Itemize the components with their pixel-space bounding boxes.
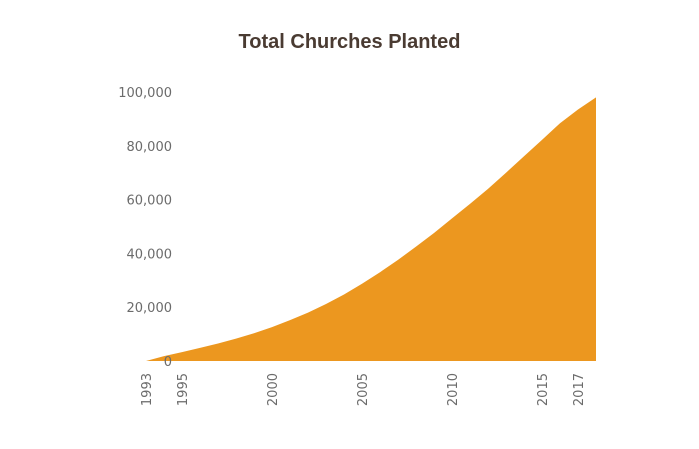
x-tick-label: 2000 bbox=[266, 373, 281, 406]
x-tick-label: 2010 bbox=[446, 373, 461, 406]
x-tick-label: 2017 bbox=[572, 373, 587, 406]
y-tick-label: 80,000 bbox=[127, 140, 173, 155]
chart-title: Total Churches Planted bbox=[238, 31, 461, 53]
x-tick-label: 1995 bbox=[176, 373, 191, 406]
y-axis: 0 20,000 40,000 60,000 80,000 100,000 bbox=[118, 86, 172, 370]
y-tick-label: 100,000 bbox=[118, 86, 172, 101]
x-tick-label: 2015 bbox=[536, 373, 551, 406]
area-series-0 bbox=[146, 97, 596, 361]
x-tick-label: 2005 bbox=[356, 373, 371, 406]
x-tick-label: 1993 bbox=[140, 373, 155, 406]
y-tick-label: 20,000 bbox=[127, 301, 173, 316]
y-tick-label: 0 bbox=[164, 355, 172, 370]
x-axis: 1993 1995 2000 2005 2010 2015 2017 bbox=[140, 373, 587, 406]
y-tick-label: 60,000 bbox=[127, 194, 173, 209]
y-tick-label: 40,000 bbox=[127, 247, 173, 262]
area-layer bbox=[146, 97, 596, 361]
